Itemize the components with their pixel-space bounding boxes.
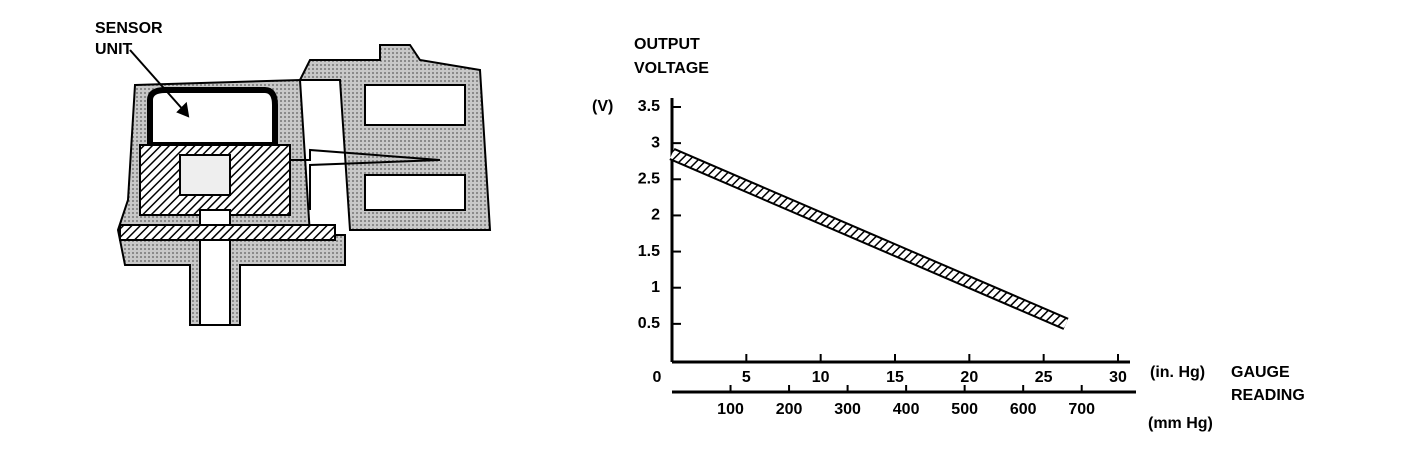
x-axis-title: GAUGE [1231,364,1290,381]
y-unit: (V) [592,98,613,115]
x2-tick-label: 700 [1068,401,1095,418]
x2-tick-label: 300 [834,401,861,418]
x2-unit: (mm Hg) [1148,415,1213,432]
voltage-band [670,149,1068,328]
x2-tick-label: 100 [717,401,744,418]
sensor-diagram [116,44,492,326]
y-axis-title: OUTPUT [634,36,700,53]
diagram-label: SENSOR [95,20,163,37]
y-tick-label: 0.5 [638,315,660,332]
y-tick-label: 2 [651,207,660,224]
x2-tick-label: 600 [1010,401,1037,418]
x-tick-label: 10 [812,369,830,386]
y-tick-label: 1.5 [638,243,660,260]
x-unit: (in. Hg) [1150,364,1205,381]
x-tick-label: 20 [960,369,978,386]
diagram-label: UNIT [95,41,133,58]
x2-tick-label: 200 [776,401,803,418]
x2-tick-label: 500 [951,401,978,418]
x-tick-label: 0 [653,369,662,386]
x-tick-label: 30 [1109,369,1127,386]
y-axis-title: VOLTAGE [634,60,709,77]
x-axis-title: READING [1231,387,1305,404]
x2-tick-label: 400 [893,401,920,418]
y-tick-label: 3 [651,134,660,151]
x-tick-label: 15 [886,369,904,386]
x-tick-label: 5 [742,369,751,386]
y-tick-label: 1 [651,279,660,296]
x-tick-label: 25 [1035,369,1053,386]
y-tick-label: 3.5 [638,98,660,115]
y-tick-label: 2.5 [638,171,660,188]
